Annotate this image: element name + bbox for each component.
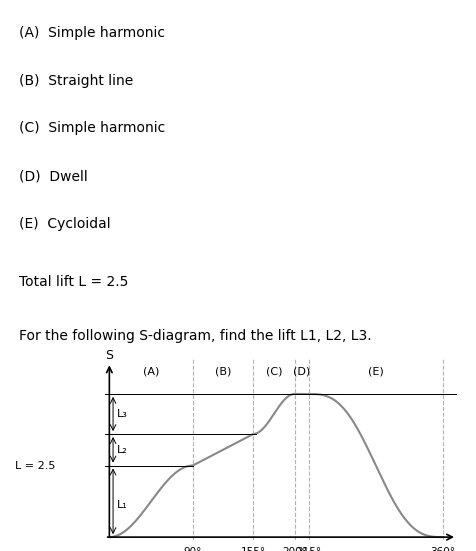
- Text: (D)  Dwell: (D) Dwell: [19, 169, 88, 183]
- Text: Total lift L = 2.5: Total lift L = 2.5: [19, 275, 129, 289]
- Text: L₁: L₁: [117, 500, 128, 510]
- Text: 90°: 90°: [184, 548, 202, 551]
- Text: (E): (E): [368, 367, 384, 377]
- Text: (C)  Simple harmonic: (C) Simple harmonic: [19, 121, 165, 136]
- Text: L₃: L₃: [117, 409, 128, 419]
- Text: 215°: 215°: [296, 548, 321, 551]
- Text: S: S: [105, 349, 113, 363]
- Text: 360°: 360°: [431, 548, 456, 551]
- Text: (C): (C): [266, 367, 282, 377]
- Text: (D): (D): [293, 367, 310, 377]
- Text: 200°: 200°: [282, 548, 307, 551]
- Text: For the following S-diagram, find the lift L1, L2, L3.: For the following S-diagram, find the li…: [19, 329, 372, 343]
- Text: L₂: L₂: [117, 445, 128, 455]
- Text: (B): (B): [215, 367, 231, 377]
- Text: 155°: 155°: [240, 548, 266, 551]
- Text: (A)  Simple harmonic: (A) Simple harmonic: [19, 25, 165, 40]
- Text: L = 2.5: L = 2.5: [15, 461, 56, 471]
- Text: (E)  Cycloidal: (E) Cycloidal: [19, 217, 110, 231]
- Text: (A): (A): [143, 367, 159, 377]
- Text: (B)  Straight line: (B) Straight line: [19, 73, 133, 88]
